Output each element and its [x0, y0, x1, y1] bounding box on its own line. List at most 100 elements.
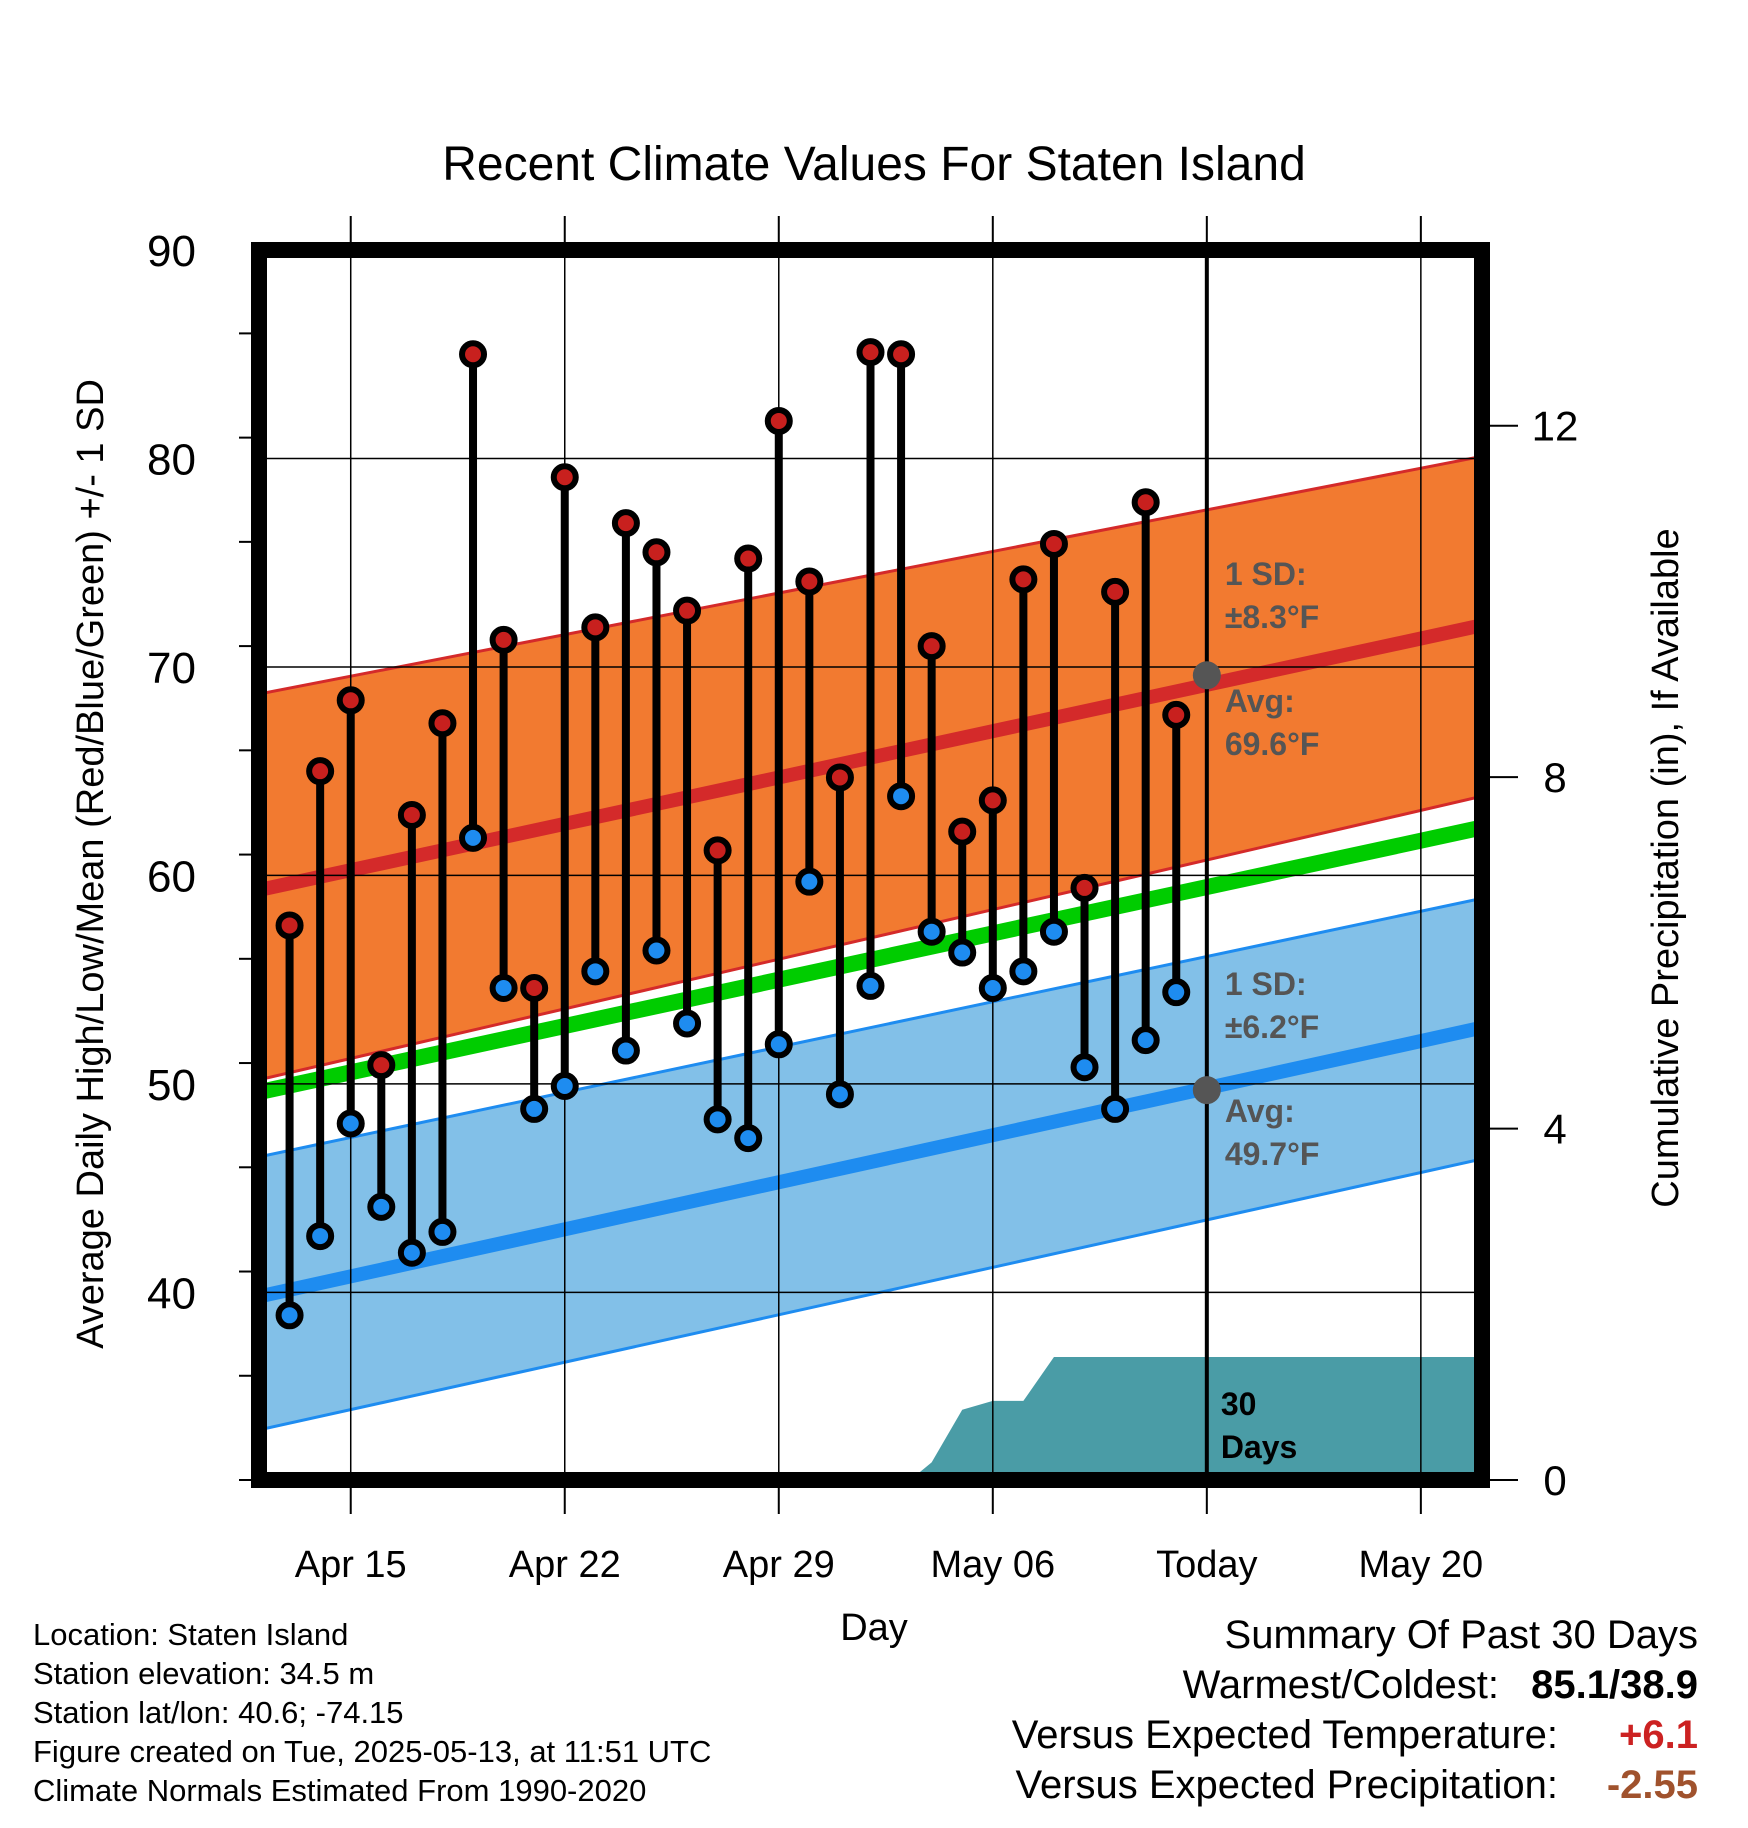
high-point: [1131, 488, 1160, 517]
low-point: [397, 1238, 426, 1267]
x-tick-label: Apr 22: [509, 1544, 621, 1586]
high-point: [825, 763, 854, 792]
high-point: [917, 632, 946, 661]
high-point: [611, 509, 640, 538]
low-point: [917, 917, 946, 946]
low-point: [642, 936, 671, 965]
low-point: [673, 1009, 702, 1038]
low-point: [275, 1301, 304, 1330]
x-tick-label: May 20: [1359, 1544, 1484, 1586]
high-avg-label: Avg:: [1225, 683, 1295, 719]
low-sd-value: ±6.2°F: [1225, 1009, 1319, 1045]
y-tick-label-left: 70: [147, 644, 196, 693]
temp-label: Versus Expected Temperature:: [1011, 1713, 1558, 1757]
high-point: [581, 613, 610, 642]
warm-cold-label: Warmest/Coldest:: [1182, 1663, 1499, 1707]
high-point: [703, 836, 732, 865]
high-point: [1101, 577, 1130, 606]
y-tick-label-right: 4: [1543, 1106, 1566, 1153]
high-avg-today-marker: [1192, 661, 1221, 690]
low-point: [306, 1222, 335, 1251]
y-axis-label-left: Average Daily High/Low/Mean (Red/Blue/Gr…: [70, 379, 112, 1349]
normals-text: Climate Normals Estimated From 1990-2020: [33, 1773, 647, 1808]
y-tick-label-right: 8: [1543, 754, 1566, 801]
high-point: [887, 340, 916, 369]
high-point: [948, 817, 977, 846]
low-avg-value: 49.7°F: [1225, 1136, 1320, 1172]
high-point: [673, 596, 702, 625]
low-point: [581, 957, 610, 986]
y-tick-label-right: 0: [1543, 1457, 1566, 1504]
y-tick-label-right: 12: [1532, 403, 1579, 450]
high-point: [275, 911, 304, 940]
low-point: [459, 823, 488, 852]
high-point: [459, 340, 488, 369]
low-sd-label: 1 SD:: [1225, 966, 1307, 1002]
low-point: [1009, 957, 1038, 986]
low-point: [795, 867, 824, 896]
low-point: [1131, 1026, 1160, 1055]
low-point: [1070, 1053, 1099, 1082]
low-point: [703, 1105, 732, 1134]
high-point: [428, 709, 457, 738]
low-point: [336, 1109, 365, 1138]
high-point: [642, 538, 671, 567]
low-point: [978, 974, 1007, 1002]
low-point: [1162, 978, 1191, 1007]
x-tick-label: May 06: [930, 1544, 1055, 1586]
high-point: [550, 463, 579, 492]
high-point: [397, 800, 426, 829]
warm-cold-row: Warmest/Coldest: 85.1/38.9: [1012, 1660, 1698, 1710]
low-point: [550, 1071, 579, 1100]
precip-days-label: 30: [1221, 1386, 1257, 1422]
low-point: [764, 1030, 793, 1059]
low-sd-lower-line: [259, 1157, 1482, 1432]
low-point: [1039, 917, 1068, 946]
elevation-text: Station elevation: 34.5 m: [33, 1656, 375, 1691]
y-axis-label-right: Cumulative Precipitation (in), If Availa…: [1645, 528, 1687, 1207]
y-tick-label-left: 40: [147, 1269, 196, 1318]
precip-area: [259, 1357, 1482, 1480]
high-point: [1162, 700, 1191, 729]
location-text: Location: Staten Island: [33, 1617, 349, 1652]
low-avg-line: [259, 1020, 1482, 1304]
low-point: [856, 971, 885, 1000]
low-point: [611, 1036, 640, 1065]
low-point: [367, 1192, 396, 1221]
chart-title: Recent Climate Values For Staten Island: [442, 138, 1306, 191]
x-tick-label: Apr 15: [295, 1544, 407, 1586]
temp-value: +6.1: [1619, 1713, 1698, 1757]
warm-cold-value: 85.1/38.9: [1531, 1663, 1698, 1707]
high-point: [764, 406, 793, 435]
high-point: [520, 974, 549, 1002]
high-point: [795, 567, 824, 596]
y-tick-label-left: 90: [147, 227, 196, 276]
high-point: [978, 786, 1007, 815]
low-point: [734, 1124, 763, 1153]
high-sd-label: 1 SD:: [1225, 556, 1307, 592]
low-avg-today-marker: [1192, 1076, 1221, 1105]
high-point: [1009, 565, 1038, 594]
created-text: Figure created on Tue, 2025-05-13, at 11…: [33, 1734, 712, 1769]
precip-row: Versus Expected Precipitation: -2.55: [1012, 1760, 1698, 1810]
precip-value: -2.55: [1606, 1763, 1698, 1807]
y-tick-label-left: 60: [147, 852, 196, 901]
low-point: [887, 782, 916, 811]
plot-frame: [251, 242, 1490, 1488]
precip-label: Versus Expected Precipitation:: [1015, 1763, 1558, 1807]
high-point: [1039, 529, 1068, 558]
high-point: [306, 757, 335, 786]
low-point: [825, 1080, 854, 1109]
high-avg-value: 69.6°F: [1225, 726, 1320, 762]
temp-row: Versus Expected Temperature: +6.1: [1012, 1710, 1698, 1760]
summary-panel: Summary Of Past 30 Days Warmest/Coldest:…: [1012, 1610, 1698, 1810]
high-point: [734, 544, 763, 573]
high-point: [1070, 873, 1099, 902]
low-sd-upper-line: [259, 896, 1482, 1159]
x-tick-label: Apr 29: [723, 1544, 835, 1586]
x-axis-label: Day: [840, 1607, 908, 1649]
latlon-text: Station lat/lon: 40.6; -74.15: [33, 1695, 404, 1730]
y-tick-label-left: 80: [147, 435, 196, 484]
plot-area: 1 SD: ±8.3°F Avg: 69.6°F 1 SD: ±6.2°F Avg: 49.7…: [259, 250, 1482, 1480]
